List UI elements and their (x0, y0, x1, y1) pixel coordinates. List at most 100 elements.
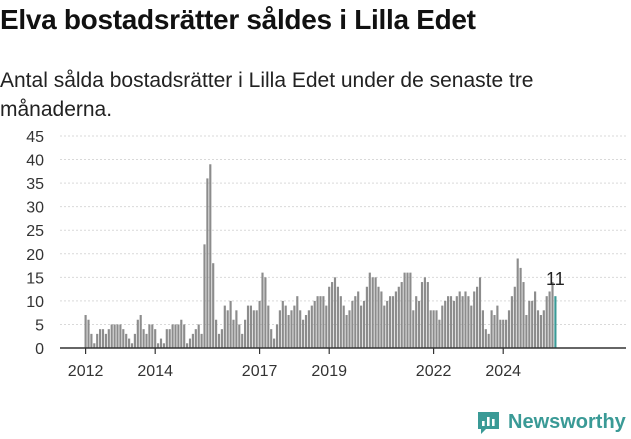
bar (307, 310, 310, 348)
bar (351, 300, 354, 348)
bar (525, 315, 528, 348)
y-tick-label: 45 (26, 129, 44, 146)
chart-subtitle: Antal sålda bostadsrätter i Lilla Edet u… (0, 69, 534, 121)
bar (322, 296, 325, 348)
bar (113, 324, 116, 348)
chart-title: Elva bostadsrätter såldes i Lilla Edet (0, 4, 476, 35)
bar (360, 305, 363, 348)
bar (235, 310, 238, 348)
bar (310, 305, 313, 348)
bar (342, 305, 345, 348)
bar (304, 315, 308, 348)
bar (183, 324, 186, 348)
bar (507, 310, 511, 348)
bar (215, 319, 218, 348)
bar (316, 296, 319, 348)
bar (403, 272, 406, 348)
chart-logo-icon (478, 411, 499, 434)
bar (264, 277, 267, 348)
y-tick-label: 5 (35, 317, 44, 334)
bar (99, 329, 102, 348)
bar (278, 310, 281, 348)
bar (400, 282, 403, 348)
bar (90, 333, 93, 348)
bar (148, 324, 151, 348)
bar (374, 277, 377, 348)
last-value-label: 11 (546, 269, 565, 289)
bar (119, 324, 122, 348)
bar (275, 324, 279, 348)
bar (328, 286, 331, 348)
bar (502, 319, 505, 348)
bar (246, 305, 250, 348)
bar (528, 300, 531, 348)
bar (180, 319, 183, 348)
bar (220, 329, 223, 348)
bar (522, 282, 525, 348)
bar (444, 300, 447, 348)
bar (499, 319, 502, 348)
bar (391, 296, 395, 348)
bar (188, 338, 192, 348)
bar (244, 319, 247, 348)
bar (368, 272, 371, 348)
bar (93, 343, 96, 348)
bar (229, 300, 232, 348)
bar (545, 296, 548, 348)
bar (519, 267, 522, 348)
bar (513, 286, 516, 348)
bar (467, 296, 470, 348)
y-tick-label: 25 (26, 223, 44, 240)
y-tick-label: 40 (26, 153, 44, 170)
bar (478, 277, 482, 348)
x-tick-label: 2014 (137, 363, 173, 380)
bar (104, 333, 107, 348)
bar (397, 286, 400, 348)
bar (116, 324, 119, 348)
bar (386, 300, 389, 348)
bar (476, 286, 479, 348)
bar (142, 329, 145, 348)
bar (151, 324, 154, 348)
y-axis-ticks: 0 5 10 15 20 25 30 35 40 45 (26, 129, 44, 358)
bar (438, 319, 441, 348)
bar (461, 296, 464, 348)
y-tick-label: 20 (26, 247, 44, 264)
bar (177, 324, 180, 348)
y-tick-label: 10 (26, 294, 44, 311)
bar (107, 329, 110, 348)
bar (441, 305, 444, 348)
bar (258, 300, 261, 348)
bar (420, 282, 424, 348)
bar (464, 291, 467, 348)
bar (534, 291, 537, 348)
bar-highlight (554, 296, 557, 348)
bar (287, 315, 290, 348)
y-tick-label: 15 (26, 270, 44, 287)
bar (365, 286, 368, 348)
bar (281, 300, 284, 348)
bar (203, 244, 206, 348)
bar (345, 315, 348, 348)
bar (128, 338, 131, 348)
bar (101, 329, 105, 348)
bar (487, 333, 490, 348)
bars (60, 164, 626, 349)
bar (136, 319, 139, 348)
bar (313, 300, 316, 348)
bar (186, 343, 189, 348)
bar (470, 305, 473, 348)
bar (496, 305, 499, 348)
bar (96, 333, 99, 348)
bar (412, 310, 415, 348)
bar (200, 333, 203, 348)
bar (377, 286, 380, 348)
bar (394, 291, 397, 348)
bar (157, 343, 160, 348)
bar (241, 333, 244, 348)
bar (290, 310, 293, 348)
annotations: 11 (546, 269, 565, 289)
bar (191, 333, 194, 348)
bar (209, 164, 212, 348)
bar (505, 319, 508, 348)
